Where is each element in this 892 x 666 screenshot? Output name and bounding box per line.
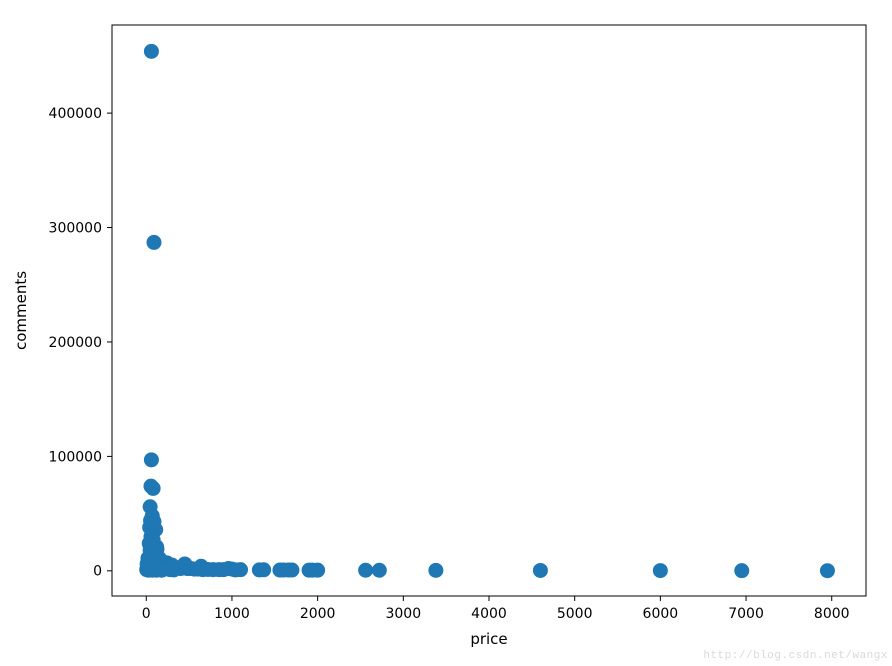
- data-point: [233, 562, 248, 577]
- y-tick-label: 300000: [49, 220, 102, 236]
- y-tick-label: 0: [93, 564, 102, 580]
- data-point: [140, 556, 155, 571]
- y-tick-label: 400000: [49, 106, 102, 122]
- data-point: [428, 563, 443, 578]
- chart-bg: [0, 0, 892, 666]
- data-point: [146, 235, 161, 250]
- x-tick-label: 7000: [728, 606, 764, 622]
- data-point: [256, 562, 271, 577]
- x-tick-label: 0: [142, 606, 151, 622]
- data-point: [734, 563, 749, 578]
- x-tick-label: 4000: [471, 606, 507, 622]
- y-axis-label: comments: [12, 271, 30, 350]
- x-tick-label: 6000: [643, 606, 679, 622]
- scatter-chart: 0 1000 2000 3000 4000 5000 6000 7000 8000 0 100000…: [0, 0, 892, 666]
- x-tick-label: 1000: [214, 606, 250, 622]
- data-point: [146, 481, 161, 496]
- y-tick-label: 100000: [49, 449, 102, 465]
- data-point: [358, 563, 373, 578]
- watermark-text: http://blog.csdn.net/wangx: [703, 650, 888, 662]
- data-point: [284, 563, 299, 578]
- y-tick-label: 200000: [49, 335, 102, 351]
- x-axis-label: price: [470, 630, 507, 648]
- data-point: [372, 563, 387, 578]
- data-point: [166, 562, 181, 577]
- data-point: [144, 452, 159, 467]
- x-tick-label: 2000: [300, 606, 336, 622]
- x-tick-label: 5000: [557, 606, 593, 622]
- data-point: [533, 563, 548, 578]
- x-tick-label: 8000: [814, 606, 850, 622]
- data-point: [820, 563, 835, 578]
- data-point: [144, 44, 159, 59]
- data-point: [653, 563, 668, 578]
- x-tick-label: 3000: [385, 606, 421, 622]
- data-point: [310, 563, 325, 578]
